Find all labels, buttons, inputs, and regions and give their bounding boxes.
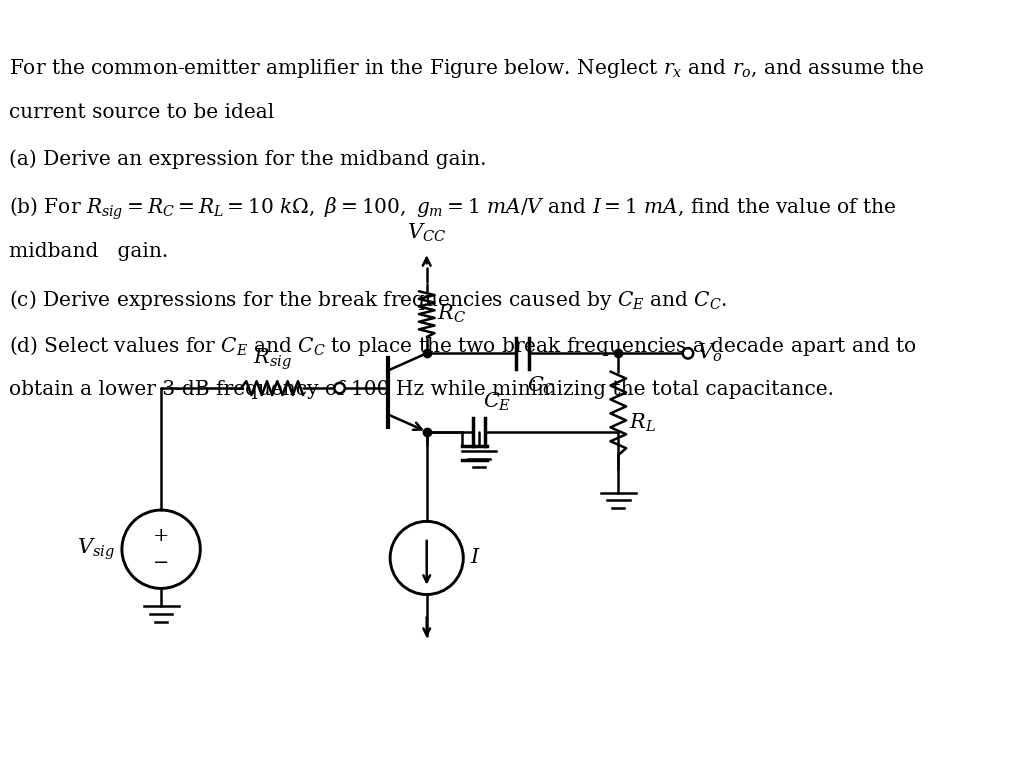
Text: current source to be ideal: current source to be ideal (9, 103, 274, 122)
Text: $C_E$: $C_E$ (483, 391, 512, 412)
Text: $V_o$: $V_o$ (696, 342, 722, 364)
Text: (b) For $R_{sig} = R_C = R_L = 10\ k\Omega,\ \beta = 100,\ g_m= 1\ mA/V$ and $I : (b) For $R_{sig} = R_C = R_L = 10\ k\Ome… (9, 196, 896, 223)
Text: −: − (153, 554, 169, 572)
Text: $R_L$: $R_L$ (629, 412, 655, 434)
Circle shape (683, 348, 693, 359)
Text: $R_C$: $R_C$ (437, 303, 466, 325)
Text: +: + (153, 527, 169, 545)
Text: For the common-emitter amplifier in the Figure below. Neglect $r_x$ and $r_o$, a: For the common-emitter amplifier in the … (9, 58, 925, 80)
Text: $V_{sig}$: $V_{sig}$ (77, 537, 115, 562)
Text: $I$: $I$ (470, 548, 481, 567)
Text: $V_{CC}$: $V_{CC}$ (408, 221, 446, 244)
Circle shape (335, 383, 345, 394)
Text: $R_{sig}$: $R_{sig}$ (253, 347, 292, 373)
Text: (a) Derive an expression for the midband gain.: (a) Derive an expression for the midband… (9, 149, 486, 169)
Text: (d) Select values for $C_E$ and $C_C$ to place the two break frequencies a decad: (d) Select values for $C_E$ and $C_C$ to… (9, 334, 916, 358)
Text: midband   gain.: midband gain. (9, 242, 168, 261)
Text: $C_C$: $C_C$ (527, 375, 556, 398)
Text: (c) Derive expressions for the break frequencies caused by $C_E$ and $C_C$.: (c) Derive expressions for the break fre… (9, 288, 727, 312)
Text: obtain a lower 3-dB frequency of 100 Hz while minimizing the total capacitance.: obtain a lower 3-dB frequency of 100 Hz … (9, 380, 834, 399)
